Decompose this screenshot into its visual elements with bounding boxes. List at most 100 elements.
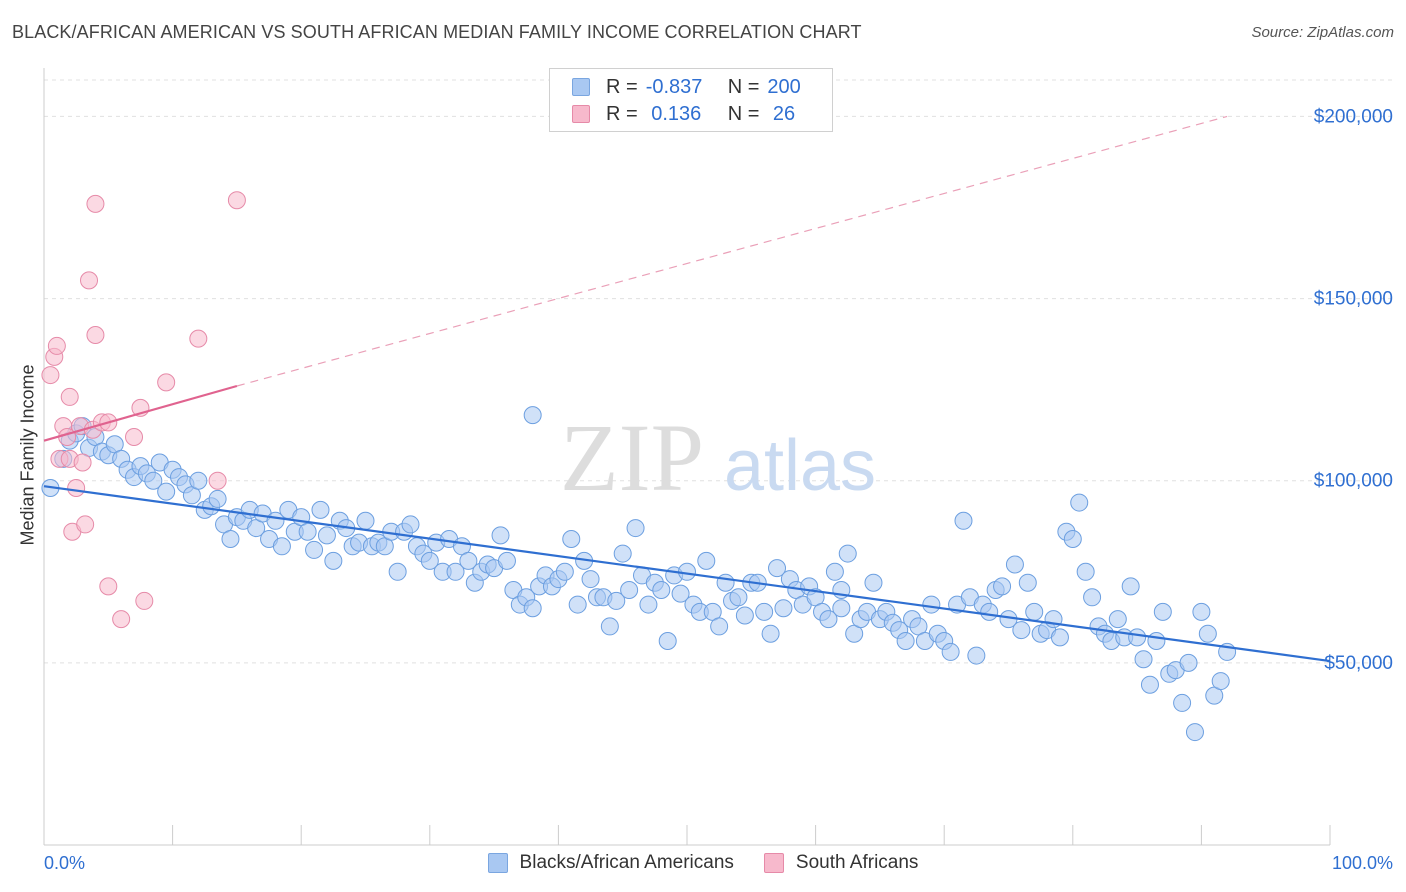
data-point-blacks [459, 551, 478, 570]
data-point-blacks [1083, 588, 1102, 607]
data-point-blacks [311, 500, 330, 519]
data-point-blacks [157, 482, 176, 501]
source-label: Source: ZipAtlas.com [1251, 24, 1394, 41]
data-point-south-africans [208, 471, 227, 490]
legend-item-south-africans[interactable]: South Africans [763, 852, 919, 874]
data-point-blacks [761, 624, 780, 643]
legend-n-label: N = [727, 102, 760, 125]
data-point-blacks [1153, 602, 1172, 621]
data-point-south-africans [86, 194, 105, 213]
data-point-blacks [774, 599, 793, 618]
data-point-blacks [710, 617, 729, 636]
data-point-blacks [401, 515, 420, 534]
data-point-blacks [819, 610, 838, 629]
data-point-blacks [1198, 624, 1217, 643]
data-point-blacks [620, 581, 639, 599]
data-point-blacks [356, 511, 375, 530]
data-point-blacks [922, 595, 941, 614]
data-point-blacks [652, 581, 671, 599]
legend-label-south-africans: South Africans [795, 852, 919, 873]
data-point-blacks [581, 570, 600, 589]
data-point-south-africans [60, 387, 79, 406]
axes [43, 68, 1331, 846]
data-point-south-africans [135, 591, 154, 610]
data-point-blacks [1173, 693, 1192, 712]
data-point-south-africans [47, 336, 66, 355]
data-point-blacks [208, 489, 227, 508]
data-point-blacks [768, 559, 787, 578]
legend-r-label: R = [606, 75, 638, 98]
data-point-blacks [1185, 723, 1204, 742]
legend-swatch-blue [572, 78, 590, 96]
legend-r-value: -0.837 [645, 75, 703, 98]
data-point-blacks [1128, 628, 1147, 647]
data-point-south-africans [227, 191, 246, 210]
data-point-blacks [639, 595, 658, 614]
stats-legend: R = -0.837 N = 200 R = 0.136 N = 26 [549, 68, 833, 132]
data-point-south-africans [41, 366, 60, 385]
legend-row-blacks: R = -0.837 N = 200 [572, 75, 801, 99]
trend-lines [43, 115, 1331, 663]
data-point-blacks [1108, 610, 1127, 629]
series-south-africans-points [41, 191, 246, 629]
data-point-blacks [1018, 573, 1037, 592]
data-point-blacks [491, 526, 510, 545]
data-point-blacks [658, 632, 677, 650]
data-point-blacks [980, 602, 999, 621]
data-point-blacks [1076, 562, 1095, 581]
legend-swatch-blue [487, 853, 508, 873]
data-point-blacks [716, 573, 735, 592]
data-point-blacks [941, 642, 960, 661]
y-tick-label: $150,000 [1314, 289, 1393, 310]
legend-n-value: 26 [767, 102, 796, 125]
data-point-blacks [1063, 530, 1082, 548]
data-point-blacks [993, 577, 1012, 596]
data-point-blacks [1050, 628, 1069, 647]
legend-r-value: 0.136 [645, 102, 702, 125]
x-tick-label-min: 0.0% [44, 853, 86, 873]
legend-swatch-pink [763, 853, 784, 873]
y-tick-label: $100,000 [1314, 471, 1393, 492]
data-point-south-africans [157, 373, 176, 392]
data-point-blacks [568, 595, 587, 614]
data-point-south-africans [125, 428, 144, 446]
data-point-blacks [825, 562, 844, 581]
data-point-blacks [497, 551, 516, 570]
data-point-blacks [1070, 493, 1089, 512]
y-tick-label: $200,000 [1314, 106, 1393, 127]
data-point-blacks [562, 530, 581, 548]
trend-line-south-africans-extension [236, 115, 1228, 387]
data-point-blacks [607, 591, 626, 610]
data-point-blacks [1192, 602, 1211, 621]
data-point-blacks [1179, 653, 1198, 672]
data-point-blacks [555, 562, 574, 581]
data-point-blacks [832, 599, 851, 618]
data-point-south-africans [189, 329, 208, 348]
data-point-blacks [1211, 672, 1230, 691]
data-point-south-africans [80, 271, 99, 290]
data-point-blacks [626, 519, 645, 538]
y-tick-labels: $50,000 $100,000 $150,000 $200,000 [1314, 106, 1393, 673]
data-point-blacks [388, 562, 407, 581]
data-point-blacks [317, 526, 336, 545]
data-point-blacks [735, 606, 754, 625]
data-point-blacks [1140, 675, 1159, 694]
y-axis-title: Median Family Income [17, 364, 38, 546]
data-point-blacks [446, 562, 465, 581]
data-point-blacks [221, 530, 240, 548]
series-legend: Blacks/African Americans South Africans [0, 852, 1406, 874]
gridlines [44, 79, 1394, 664]
data-point-blacks [864, 573, 883, 592]
watermark-zip: ZIP [560, 404, 704, 511]
data-point-south-africans [67, 479, 86, 497]
legend-item-blacks[interactable]: Blacks/African Americans [487, 852, 734, 874]
data-point-south-africans [86, 326, 105, 344]
legend-swatch-pink [572, 105, 590, 123]
data-point-blacks [1121, 577, 1140, 596]
data-point-blacks [298, 522, 317, 541]
data-point-blacks [896, 632, 915, 650]
data-point-blacks [967, 646, 986, 665]
legend-r-label: R = [606, 102, 638, 125]
data-point-south-africans [99, 577, 118, 596]
legend-row-south-africans: R = 0.136 N = 26 [572, 102, 795, 126]
